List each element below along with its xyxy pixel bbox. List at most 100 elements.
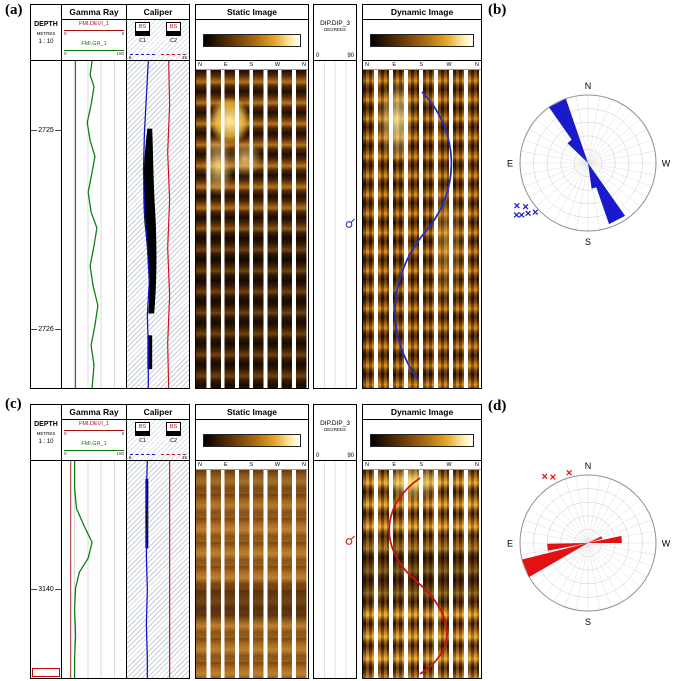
depth-title: DEPTH [34,20,58,28]
compass-e: E [392,462,397,468]
gr-curve-name: FMI.GR_1 [81,441,107,447]
compass-w: W [446,462,452,468]
gamma-curves [70,461,93,678]
grid-ring [574,149,602,177]
static-image-track: Static Image N E S W N [195,4,309,389]
gamma-ray-header: Gamma Ray FMI.DEVI_1 0 9 FMI.GR_1 0 150 [62,405,126,461]
dynamic-image-track: Dynamic Image N E S W N [362,4,482,389]
dip-plot [314,461,356,678]
fmi-static-image [196,470,308,678]
compass-n: N [365,62,369,68]
grid-ring [546,501,630,585]
static-image-plot: N E S W N [196,61,308,388]
compass-label: N [585,81,592,91]
compass-label: W [662,539,671,549]
compass-s: S [249,62,254,68]
c1-curve [145,461,148,678]
grid-ring [560,135,616,191]
well-log-panel-a: DEPTH METRES 1 : 10 2725 2726 Gamma Ray … [30,4,488,389]
devi-scale-line [64,429,124,431]
static-image-header: Static Image [196,5,308,61]
grid-ring [546,121,630,205]
gr-scale-min: 0 [64,51,67,56]
gamma-ray-track: Gamma Ray FMI.DEVI_1 0 9 FMI.GR_1 0 150 [61,404,127,679]
compass-s: S [419,462,424,468]
depth-tick: 3140 [31,586,61,594]
compass-e: E [392,62,397,68]
caliper-title: Caliper [127,5,189,20]
gr-scale-line [64,49,124,51]
rose-petal [588,535,622,543]
rose-petal [588,163,626,225]
dynamic-image-track: Dynamic Image N E S W N [362,404,482,679]
static-image-plot: N E S W N [196,461,308,678]
caliper-title: Caliper [127,405,189,420]
devi-scale-min: 0 [64,431,67,436]
c1-legend: C1 [127,436,158,460]
panel-label-c: (c) [5,396,22,412]
depth-header: DEPTH METRES 1 : 10 [31,405,61,461]
rose-petal [522,543,588,577]
color-scale-wrap [196,20,308,60]
dip-header: DIP.DIP_3 DEGREES 0 90 [314,405,356,461]
dip-tadpole-symbol [345,218,356,228]
caliper-curve-row: C1 C2 6 16 [127,436,189,460]
devi-curve-name: FMI.DEVI_1 [79,421,109,427]
gr-curve-name: FMI.GR_1 [81,41,107,47]
grid-ring [519,474,657,612]
caliper-header: Caliper BS BS C1 C2 6 16 [127,5,189,61]
c1-curve [142,61,150,388]
color-scale-bar [370,33,474,47]
caliper-plot [127,461,189,678]
caliper-legend: BS BS C1 C2 6 16 [127,420,189,460]
compass-label: S [585,237,591,247]
depth-scale: 1 : 10 [38,438,54,445]
compass-label: E [507,159,513,169]
devi-scale-min: 0 [64,31,67,36]
rose-diagram-d: N S E W [493,458,683,628]
pole-marker-x [525,210,531,217]
dip-circle [345,221,353,228]
caliper-header: Caliper BS BS C1 C2 6 16 [127,405,189,461]
compass-row: N E S W N [363,461,481,470]
bitsize-box-left: BS [135,22,150,36]
caliper-track: Caliper BS BS C1 C2 6 16 [126,4,190,389]
gamma-ray-title: Gamma Ray [62,405,126,420]
compass-w: W [274,62,281,68]
panel-label-a: (a) [5,2,23,18]
color-scale-bar [203,433,301,447]
color-scale-wrap [363,20,481,60]
dip-circle [345,537,353,545]
grid-ring [519,94,657,232]
devi-scale-max: 9 [121,31,124,36]
dip-sinusoid [388,477,448,675]
caliper-curves [142,61,171,388]
rose-petal [588,163,597,189]
gamma-ray-title: Gamma Ray [62,5,126,20]
sinusoid-overlay [388,477,448,675]
dip-scale-min: 0 [316,53,320,59]
depth-tick: 2725 [31,126,61,134]
rose-petal [567,139,588,163]
depth-footer-box [32,668,60,677]
static-image-title: Static Image [196,405,308,420]
c2-legend: C2 [158,436,189,460]
bitsize-row: BS BS [127,20,189,36]
dynamic-image-header: Dynamic Image [363,5,481,61]
grid-ring [533,108,643,218]
caliper-plot [127,61,189,388]
c1-label: C1 [138,438,147,444]
dip-title: DIP.DIP_3 [320,20,350,27]
compass-e: E [223,62,228,68]
bitsize-box-right: BS [166,22,181,36]
caliper-scale-max: 16 [181,55,187,60]
compass-e: E [223,462,228,468]
c2-scale-line [161,454,186,455]
dip-scale-max: 90 [347,53,354,59]
compass-label: N [585,461,592,471]
gr-curve [86,61,99,388]
compass-label: E [507,539,513,549]
dip-tadpole-symbol [345,535,356,545]
gr-curve [73,461,93,678]
compass-w: W [274,462,281,468]
